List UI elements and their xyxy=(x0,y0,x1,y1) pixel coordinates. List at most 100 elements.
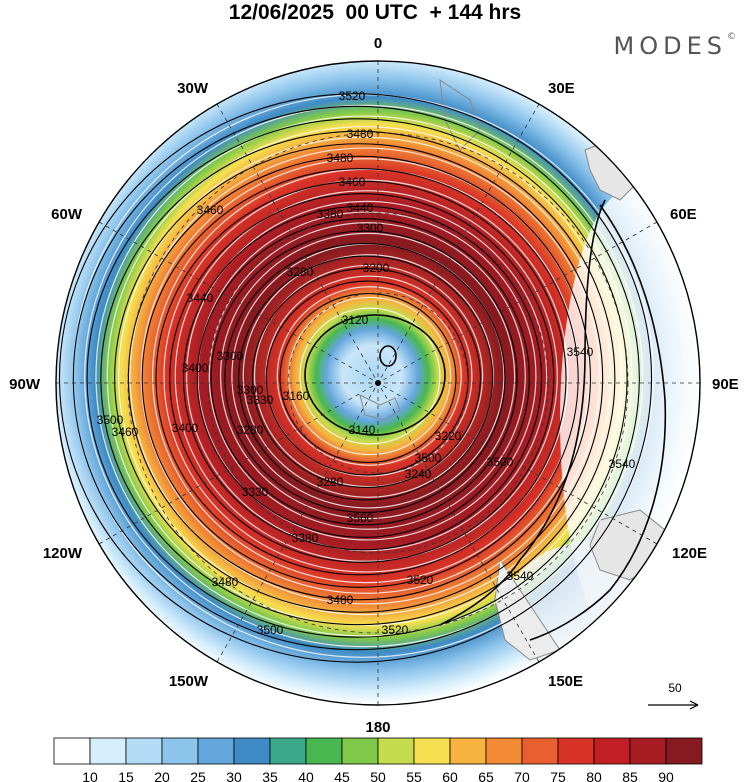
height-contour xyxy=(86,118,628,638)
lon-label-60w: 60W xyxy=(51,206,83,223)
contour-label: 3520 xyxy=(407,573,434,587)
contour-label: 3300 xyxy=(357,221,384,235)
lon-label-120e: 120E xyxy=(672,545,707,562)
colorbar-swatch xyxy=(485,737,523,765)
lon-label-90e: 90E xyxy=(712,376,739,393)
colorbar-swatch xyxy=(341,737,379,765)
colorbar-swatch xyxy=(557,737,595,765)
map-boundary xyxy=(55,60,701,706)
colorbar-swatch xyxy=(197,737,235,765)
contour-label: 3500 xyxy=(415,451,442,465)
colorbar-swatch xyxy=(665,737,703,765)
brand-name: MODES xyxy=(613,32,727,60)
streamline xyxy=(118,136,612,616)
colorbar-swatch xyxy=(629,737,667,765)
height-contours xyxy=(58,93,653,663)
contour-label: 3300 xyxy=(217,349,244,363)
lon-label-30e: 30E xyxy=(548,80,575,97)
brand-logo: MODES© xyxy=(614,32,736,60)
colorbar-swatch xyxy=(269,737,307,765)
colorbar-swatch xyxy=(53,737,91,765)
colorbar-tick-label: 90 xyxy=(658,769,674,782)
contour-label: 3140 xyxy=(349,423,376,437)
height-contour xyxy=(238,255,494,501)
lon-label-60e: 60E xyxy=(670,206,697,223)
map-disc xyxy=(56,61,700,705)
contour-label: 3440 xyxy=(187,291,214,305)
colorbar-tick-label: 50 xyxy=(370,769,386,782)
contour-label: 3440 xyxy=(347,201,374,215)
streamline xyxy=(106,126,622,626)
longitude-labels: 0 30E 60E 90E 120E 150E 180 150W 120W 90… xyxy=(9,35,739,736)
contour-label: 3380 xyxy=(292,531,319,545)
lon-label-90w: 90W xyxy=(9,376,41,393)
colorbar-swatch xyxy=(377,737,415,765)
height-contour xyxy=(224,243,506,513)
reference-vector-label: 50 xyxy=(668,681,682,695)
colorbar-swatch xyxy=(125,737,163,765)
contour-label: 3480 xyxy=(347,127,374,141)
height-contour xyxy=(58,93,653,663)
contour-label: 3520 xyxy=(382,623,409,637)
contour-label: 3400 xyxy=(172,421,199,435)
contour-label: 3220 xyxy=(435,429,462,443)
height-contour xyxy=(210,230,518,526)
height-contour xyxy=(114,143,604,613)
streamline xyxy=(129,147,601,605)
contour-label: 3540 xyxy=(609,457,636,471)
streamline xyxy=(242,254,494,498)
colorbar-tick-label: 35 xyxy=(262,769,278,782)
colorbar-tick-label: 60 xyxy=(442,769,458,782)
contour-label: 3330 xyxy=(242,485,269,499)
height-contour xyxy=(100,130,616,626)
reference-vector-head xyxy=(689,700,699,710)
height-contour xyxy=(155,180,567,576)
colorbar-tick-label: 40 xyxy=(298,769,314,782)
east-ridge-contours xyxy=(439,199,667,641)
contour-label: 3240 xyxy=(405,467,432,481)
colorbar-swatch xyxy=(521,737,559,765)
height-contour xyxy=(127,155,591,601)
contour-label: 3460 xyxy=(197,203,224,217)
height-contour xyxy=(169,193,555,563)
lon-label-30w: 30W xyxy=(177,80,209,97)
contour-label: 3460 xyxy=(112,425,139,439)
colorbar-tick-label: 55 xyxy=(406,769,422,782)
contour-label: 3540 xyxy=(567,345,594,359)
contour-label: 3280 xyxy=(237,423,264,437)
contour-label: 3540 xyxy=(507,569,534,583)
colorbar-swatch xyxy=(593,737,631,765)
lon-label-150w: 150W xyxy=(169,673,209,690)
colorbar-swatch xyxy=(233,737,271,765)
colorbar-swatch xyxy=(89,737,127,765)
lon-label-180: 180 xyxy=(365,719,390,736)
height-contour xyxy=(182,205,543,551)
contour-label: 3280 xyxy=(287,265,314,279)
contour-label: 3480 xyxy=(327,151,354,165)
colorbar-swatch xyxy=(413,737,451,765)
copyright-mark: © xyxy=(727,32,736,42)
contour-label: 3560 xyxy=(347,511,374,525)
streamline xyxy=(299,307,441,445)
streamline xyxy=(95,115,633,637)
contour-label: 3330 xyxy=(247,393,274,407)
contour-label: 3120 xyxy=(342,313,369,327)
contour-label: 3160 xyxy=(283,389,310,403)
height-contour xyxy=(141,168,579,588)
contour-label: 3480 xyxy=(212,575,239,589)
contour-label: 3400 xyxy=(182,361,209,375)
polar-low-contours xyxy=(304,314,446,436)
contour-label: 3460 xyxy=(339,175,366,189)
colorbar: 10 15 20 25 30 35 40 45 50 55 60 65 70 75 80 85 90 xyxy=(53,737,703,782)
colorbar-tick-label: 20 xyxy=(154,769,170,782)
streamline xyxy=(219,232,516,520)
north-pole-marker xyxy=(375,380,381,386)
colorbar-swatch xyxy=(161,737,199,765)
colorbar-tick-label: 30 xyxy=(226,769,242,782)
streamline xyxy=(186,200,548,552)
streamline xyxy=(174,190,558,562)
height-contour xyxy=(279,292,457,464)
colorbar-tick-label: 70 xyxy=(514,769,530,782)
lon-label-120w: 120W xyxy=(43,545,83,562)
